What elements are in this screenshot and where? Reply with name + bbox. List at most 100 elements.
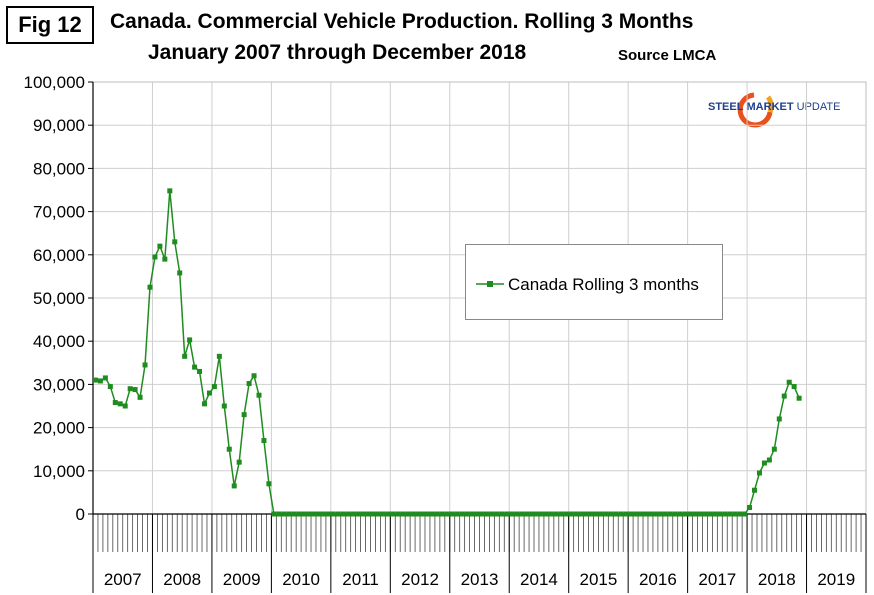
- data-point: [434, 511, 440, 517]
- data-point: [628, 511, 634, 517]
- data-point: [578, 511, 584, 517]
- data-point: [752, 487, 758, 493]
- data-point: [375, 511, 381, 517]
- data-point: [410, 511, 416, 517]
- legend-series-symbol: [476, 281, 504, 287]
- data-point: [107, 384, 113, 390]
- data-point: [781, 393, 787, 399]
- data-point: [216, 353, 222, 359]
- figure-label: Fig 12: [6, 6, 94, 44]
- data-point: [286, 511, 292, 517]
- y-tick-label: 30,000: [33, 375, 85, 394]
- data-point: [187, 337, 193, 343]
- data-point: [172, 239, 178, 245]
- data-point: [677, 511, 683, 517]
- data-point: [687, 511, 693, 517]
- data-point: [306, 511, 312, 517]
- series-layer: [92, 188, 802, 517]
- data-point: [315, 511, 321, 517]
- data-point: [350, 511, 356, 517]
- legend: Canada Rolling 3 months: [465, 244, 723, 320]
- data-point: [543, 511, 549, 517]
- logo-swoosh-icon: [737, 92, 774, 128]
- data-point: [771, 446, 777, 452]
- data-point: [682, 511, 688, 517]
- data-point: [345, 511, 351, 517]
- data-point: [766, 457, 772, 463]
- data-point: [494, 511, 500, 517]
- x-category-label: 2012: [401, 570, 439, 589]
- data-point: [593, 511, 599, 517]
- data-point: [117, 401, 123, 407]
- data-point: [786, 379, 792, 385]
- data-point: [504, 511, 510, 517]
- data-point: [132, 387, 138, 393]
- data-point: [325, 511, 331, 517]
- chart-title: Canada. Commercial Vehicle Production. R…: [110, 10, 694, 33]
- data-point: [276, 511, 282, 517]
- data-point: [152, 254, 158, 260]
- data-point: [370, 511, 376, 517]
- data-point: [553, 511, 559, 517]
- data-point: [127, 386, 133, 392]
- data-point: [712, 511, 718, 517]
- data-point: [311, 511, 316, 517]
- data-point: [206, 390, 212, 396]
- y-tick-label: 70,000: [33, 203, 85, 222]
- x-category-label: 2010: [282, 570, 320, 589]
- data-point: [365, 511, 371, 517]
- x-category-label: 2007: [104, 570, 142, 589]
- data-point: [449, 511, 455, 517]
- source-note: Source LMCA: [618, 47, 717, 64]
- data-point: [533, 511, 539, 517]
- data-point: [291, 511, 297, 517]
- data-point: [340, 511, 346, 517]
- x-category-label: 2009: [223, 570, 261, 589]
- data-point: [568, 511, 574, 517]
- data-point: [742, 511, 748, 517]
- data-point: [737, 511, 743, 517]
- data-point: [454, 511, 460, 517]
- y-tick-label: 80,000: [33, 159, 85, 178]
- data-point: [415, 511, 421, 517]
- data-point: [558, 511, 564, 517]
- data-point: [385, 511, 391, 517]
- data-point: [538, 511, 544, 517]
- data-point: [727, 511, 733, 517]
- data-point: [281, 511, 287, 517]
- data-point: [400, 511, 406, 517]
- data-point: [652, 511, 658, 517]
- data-point: [320, 511, 326, 517]
- data-point: [499, 511, 505, 517]
- data-point: [301, 511, 307, 517]
- x-category-label: 2018: [758, 570, 796, 589]
- data-point: [776, 416, 782, 422]
- series-line: [95, 190, 800, 515]
- data-point: [722, 511, 728, 517]
- logo-text: STEEL MARKET UPDATE: [708, 101, 840, 113]
- data-point: [162, 256, 168, 262]
- data-point: [251, 373, 257, 379]
- data-point: [201, 401, 207, 407]
- y-tick-label: 10,000: [33, 462, 85, 481]
- data-point: [489, 511, 495, 517]
- data-point: [429, 511, 435, 517]
- data-point: [717, 511, 723, 517]
- data-point: [157, 243, 163, 249]
- data-point: [380, 511, 386, 517]
- data-point: [147, 284, 153, 290]
- data-point: [662, 511, 668, 517]
- x-category-label: 2008: [163, 570, 201, 589]
- data-point: [519, 511, 525, 517]
- y-tick-label: 0: [76, 505, 85, 524]
- legend-series-label: Canada Rolling 3 months: [508, 275, 699, 294]
- data-point: [236, 459, 242, 465]
- data-point: [112, 400, 118, 406]
- data-point: [613, 511, 619, 517]
- data-point: [360, 511, 366, 517]
- data-point: [142, 362, 148, 368]
- x-category-label: 2019: [817, 570, 855, 589]
- data-point: [588, 511, 594, 517]
- data-point: [732, 511, 738, 517]
